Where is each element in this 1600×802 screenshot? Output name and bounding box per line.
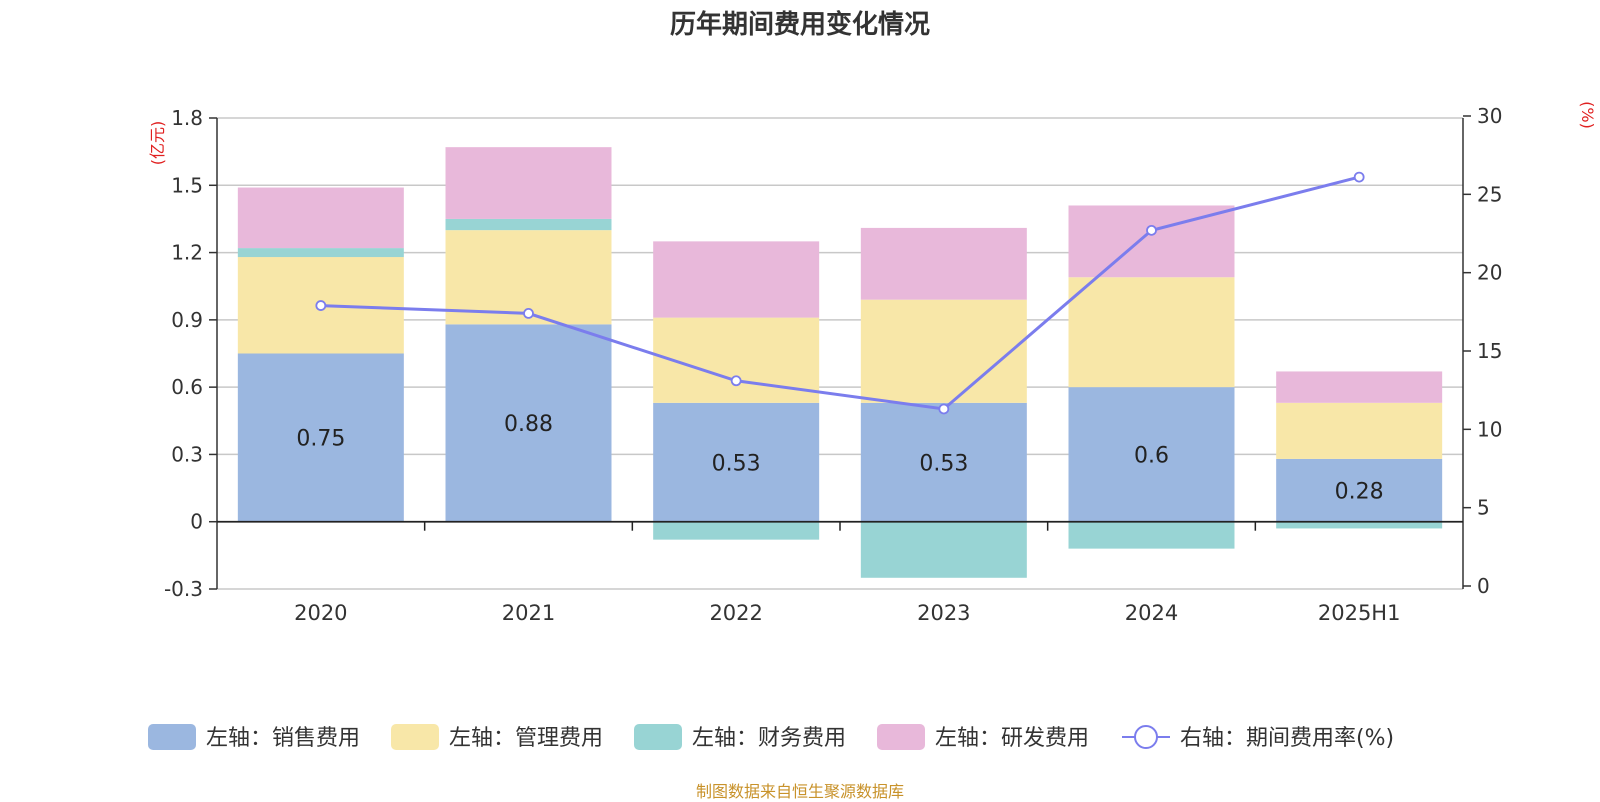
- line-layer: [315, 171, 1365, 415]
- bar-segment: [1276, 402, 1443, 459]
- left-tick-label: -0.3: [164, 577, 203, 601]
- right-unit-label: (%): [1578, 101, 1597, 129]
- left-tick-label: 0.9: [171, 308, 203, 332]
- bar-segment: [237, 187, 404, 249]
- bar-segment: [445, 324, 612, 522]
- bar-segment: [445, 218, 612, 231]
- grid-layer: [217, 117, 1463, 590]
- bar-segment: [653, 521, 820, 540]
- right-tick-label: 10: [1477, 417, 1502, 441]
- source-note: 制图数据来自恒生聚源数据库: [695, 782, 904, 801]
- rate-point: [938, 403, 950, 415]
- bar-segment: [860, 227, 1027, 300]
- x-tick-label: 2023: [917, 601, 970, 625]
- right-tick-label: 30: [1477, 104, 1502, 128]
- bar-segment: [1276, 371, 1443, 403]
- bar-segment: [860, 299, 1027, 403]
- left-unit-label: (亿元): [148, 121, 167, 166]
- right-tick-label: 20: [1477, 261, 1502, 285]
- bar-data-label: 0.75: [296, 427, 345, 452]
- legend-swatch: [877, 724, 925, 750]
- left-tick-label: 0.3: [171, 442, 203, 466]
- bar-segment: [1276, 521, 1443, 529]
- legend-swatch: [391, 724, 439, 750]
- chart-title: 历年期间费用变化情况: [669, 10, 930, 40]
- bar-segment: [1068, 521, 1235, 549]
- left-tick-label: 1.5: [171, 173, 203, 197]
- axis-layer: -0.3 0 0.3 0.6 0.9 1.2 1.5 1.8 0 5 10 15 20 25 30 (亿元) (…: [148, 101, 1597, 625]
- bar-segment: [653, 241, 820, 318]
- left-tick-label: 0: [190, 510, 203, 534]
- rate-point: [1146, 224, 1157, 236]
- left-tick-label: 0.6: [171, 375, 203, 399]
- legend-label: 左轴：财务费用: [692, 726, 846, 751]
- legend-layer: 左轴：销售费用 左轴：管理费用 左轴：财务费用 左轴：研发费用 右轴：期间费用率(%): [148, 724, 1394, 751]
- rate-point: [523, 307, 534, 319]
- right-tick-label: 0: [1477, 574, 1490, 598]
- rate-point: [730, 375, 742, 387]
- legend-label: 左轴：销售费用: [206, 726, 360, 751]
- legend-swatch: [148, 724, 196, 750]
- legend-marker: [1134, 725, 1158, 749]
- x-tick-label: 2024: [1125, 601, 1178, 625]
- bar-segment: [860, 402, 1027, 522]
- bar-segment: [860, 521, 1027, 578]
- left-tick-label: 1.8: [171, 106, 203, 130]
- legend-label: 右轴：期间费用率(%): [1180, 726, 1394, 751]
- rate-line: [320, 175, 1360, 411]
- legend-label: 左轴：管理费用: [449, 726, 603, 751]
- left-tick-label: 1.2: [171, 241, 203, 265]
- right-tick-label: 25: [1477, 182, 1502, 206]
- bar-data-label: 0.53: [919, 451, 968, 476]
- bar-segment: [1068, 387, 1235, 522]
- right-tick-label: 5: [1477, 496, 1490, 520]
- bar-layer: [237, 147, 1443, 578]
- bar-data-label: 0.53: [712, 451, 761, 476]
- right-tick-label: 15: [1477, 339, 1502, 363]
- bar-data-label: 0.28: [1335, 479, 1384, 504]
- rate-point: [1353, 171, 1365, 183]
- bar-segment: [1276, 458, 1443, 522]
- bar-segment: [1068, 277, 1235, 388]
- bar-data-label: 0.88: [504, 412, 553, 437]
- legend-swatch: [634, 724, 682, 750]
- bar-data-label: 0.6: [1134, 443, 1169, 468]
- bar-segment: [237, 248, 404, 258]
- legend-label: 左轴：研发费用: [935, 726, 1089, 751]
- bar-segment: [237, 353, 404, 522]
- label-layer: 0.75 0.88 0.53 0.53 0.6 0.28: [296, 412, 1383, 504]
- x-tick-label: 2022: [709, 601, 762, 625]
- rate-point: [315, 300, 327, 311]
- bar-segment: [653, 402, 820, 522]
- x-tick-label: 2025H1: [1318, 601, 1401, 625]
- x-tick-label: 2021: [502, 601, 555, 625]
- bar-segment: [445, 147, 612, 219]
- x-tick-label: 2020: [294, 601, 347, 625]
